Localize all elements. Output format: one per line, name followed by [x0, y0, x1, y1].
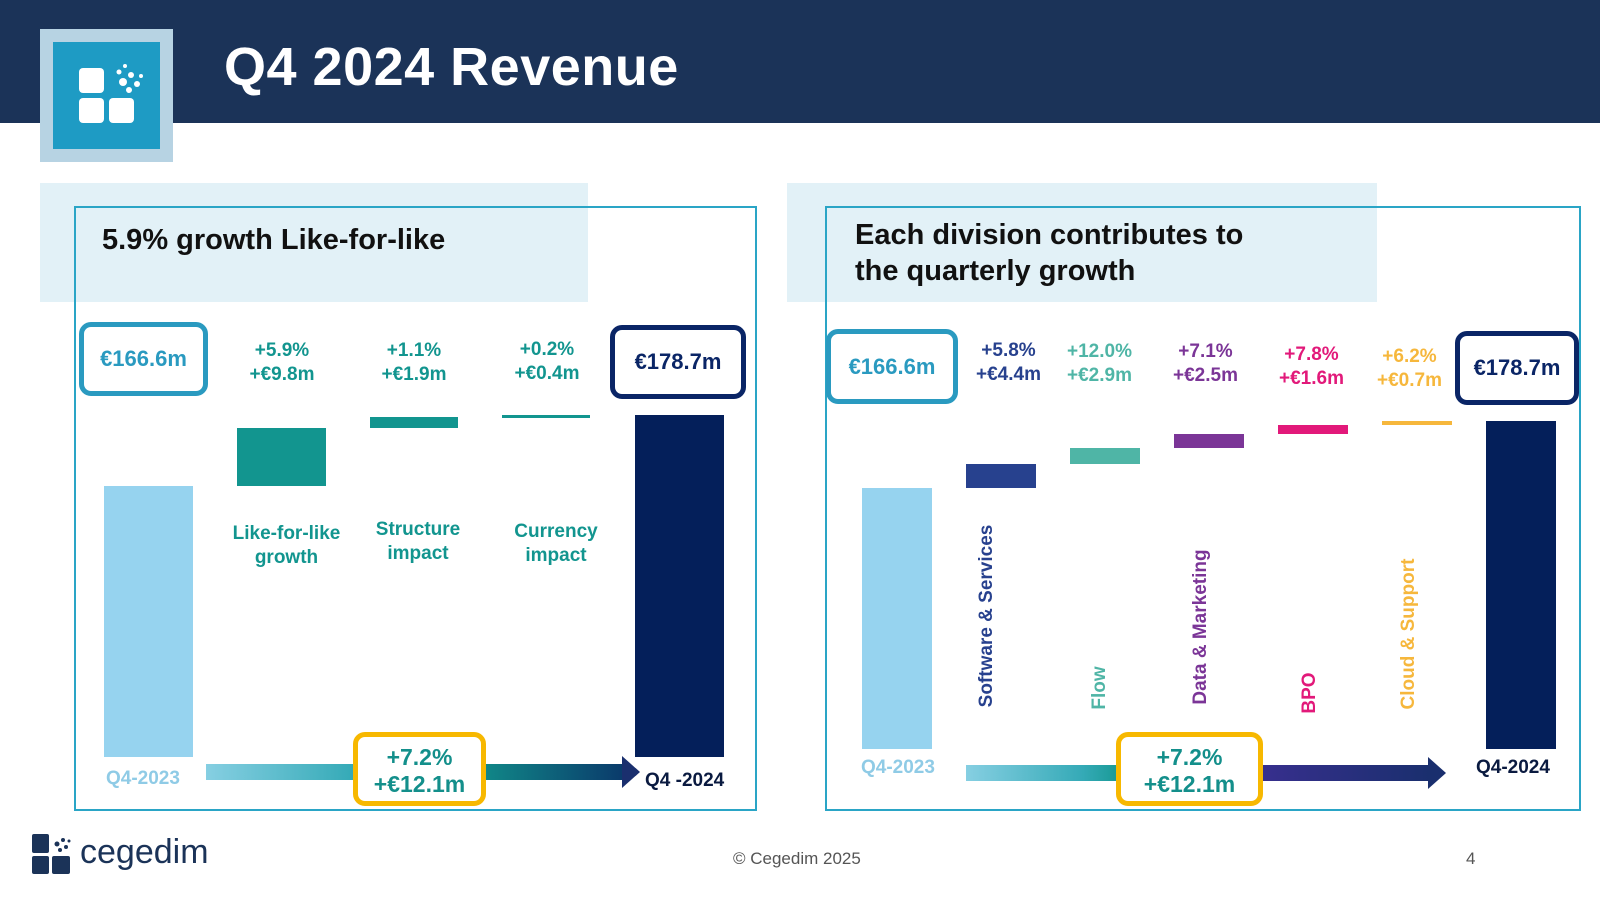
category-bpo: BPO — [1299, 672, 1320, 714]
bar-currency — [502, 415, 590, 418]
right-chart-title: Each division contributes to the quarter… — [855, 219, 1244, 287]
delta-pct: +5.9% — [254, 340, 310, 361]
right-chart-frame — [825, 206, 1581, 811]
delta-pct: +7.1% — [1178, 341, 1233, 362]
bar-flow — [1070, 447, 1140, 464]
bar-bpo — [1278, 424, 1348, 434]
delta-pct: +1.1% — [386, 340, 442, 361]
delta-amount: +€0.4m — [514, 363, 580, 384]
delta-structure: +1.1% +€1.9m — [358, 339, 470, 387]
total-growth-amount: +€12.1m — [1143, 771, 1236, 797]
bar-cloud-support — [1382, 421, 1452, 425]
bar-structure — [370, 417, 458, 429]
category-currency: Currency impact — [514, 521, 598, 566]
category-software-services: Software & Services — [976, 524, 997, 708]
arrowhead-icon — [1428, 757, 1446, 789]
delta-pct: +7.8% — [1284, 344, 1339, 365]
total-growth-box: +7.2% +€12.1m — [353, 732, 486, 806]
start-value-label: €166.6m — [79, 322, 208, 396]
delta-amount: +€1.6m — [1279, 368, 1344, 389]
axis-label-end: Q4-2024 — [1476, 757, 1550, 778]
left-chart-title: 5.9% growth Like-for-like — [102, 224, 446, 256]
bar-q4-2024 — [635, 415, 724, 757]
delta-pct: +6.2% — [1382, 346, 1437, 367]
total-growth-pct: +7.2% — [1156, 744, 1223, 770]
axis-label-start: Q4-2023 — [106, 768, 180, 789]
section-logo — [40, 29, 173, 162]
total-growth-box: +7.2% +€12.1m — [1116, 732, 1263, 806]
left-subtitle-background — [40, 183, 588, 302]
blocks-icon — [79, 64, 143, 123]
start-value-label: €166.6m — [826, 329, 958, 404]
cegedim-logo-icon — [32, 834, 71, 874]
left-chart-frame — [74, 206, 757, 811]
delta-amount: +€9.8m — [249, 364, 315, 385]
category-cloud-support: Cloud & Support — [1398, 558, 1419, 710]
end-value-label: €178.7m — [1455, 331, 1579, 405]
category-flow: Flow — [1089, 666, 1110, 710]
brand-wordmark: cegedim — [80, 833, 209, 871]
category-like-for-like: Like-for-like growth — [232, 523, 341, 568]
header-band — [0, 0, 1600, 123]
bar-software-services — [966, 463, 1036, 488]
total-growth-amount: +€12.1m — [373, 771, 466, 797]
delta-pct: +5.8% — [981, 340, 1036, 361]
category-structure: Structure impact — [375, 519, 461, 564]
delta-bpo: +7.8% +€1.6m — [1264, 343, 1359, 391]
delta-amount: +€1.9m — [381, 364, 447, 385]
delta-software-services: +5.8% +€4.4m — [961, 339, 1056, 387]
delta-amount: +€4.4m — [976, 364, 1041, 385]
page-title: Q4 2024 Revenue — [224, 37, 679, 97]
category-data-marketing: Data & Marketing — [1190, 549, 1211, 705]
copyright: © Cegedim 2025 — [733, 849, 861, 868]
delta-amount: +€0.7m — [1377, 370, 1442, 391]
bar-q4-2023 — [862, 488, 932, 749]
page-number: 4 — [1466, 849, 1476, 868]
bar-data-marketing — [1174, 433, 1244, 448]
bar-q4-2024 — [1486, 421, 1556, 749]
delta-amount: +€2.5m — [1173, 365, 1238, 386]
delta-like-for-like: +5.9% +€9.8m — [226, 339, 338, 387]
total-growth-pct: +7.2% — [386, 744, 453, 770]
axis-label-start: Q4-2023 — [861, 757, 935, 778]
right-subtitle-background — [787, 183, 1377, 302]
bar-q4-2023 — [104, 486, 193, 757]
axis-label-end: Q4 -2024 — [645, 770, 725, 791]
delta-cloud-support: +6.2% +€0.7m — [1362, 345, 1457, 393]
delta-flow: +12.0% +€2.9m — [1052, 340, 1147, 388]
delta-data-marketing: +7.1% +€2.5m — [1158, 340, 1253, 388]
delta-currency: +0.2% +€0.4m — [491, 338, 603, 386]
arrowhead-icon — [622, 756, 640, 788]
end-value-label: €178.7m — [610, 325, 746, 399]
delta-pct: +0.2% — [519, 339, 575, 360]
delta-pct: +12.0% — [1067, 341, 1132, 362]
bar-like-for-like — [237, 428, 326, 486]
delta-amount: +€2.9m — [1067, 365, 1132, 386]
